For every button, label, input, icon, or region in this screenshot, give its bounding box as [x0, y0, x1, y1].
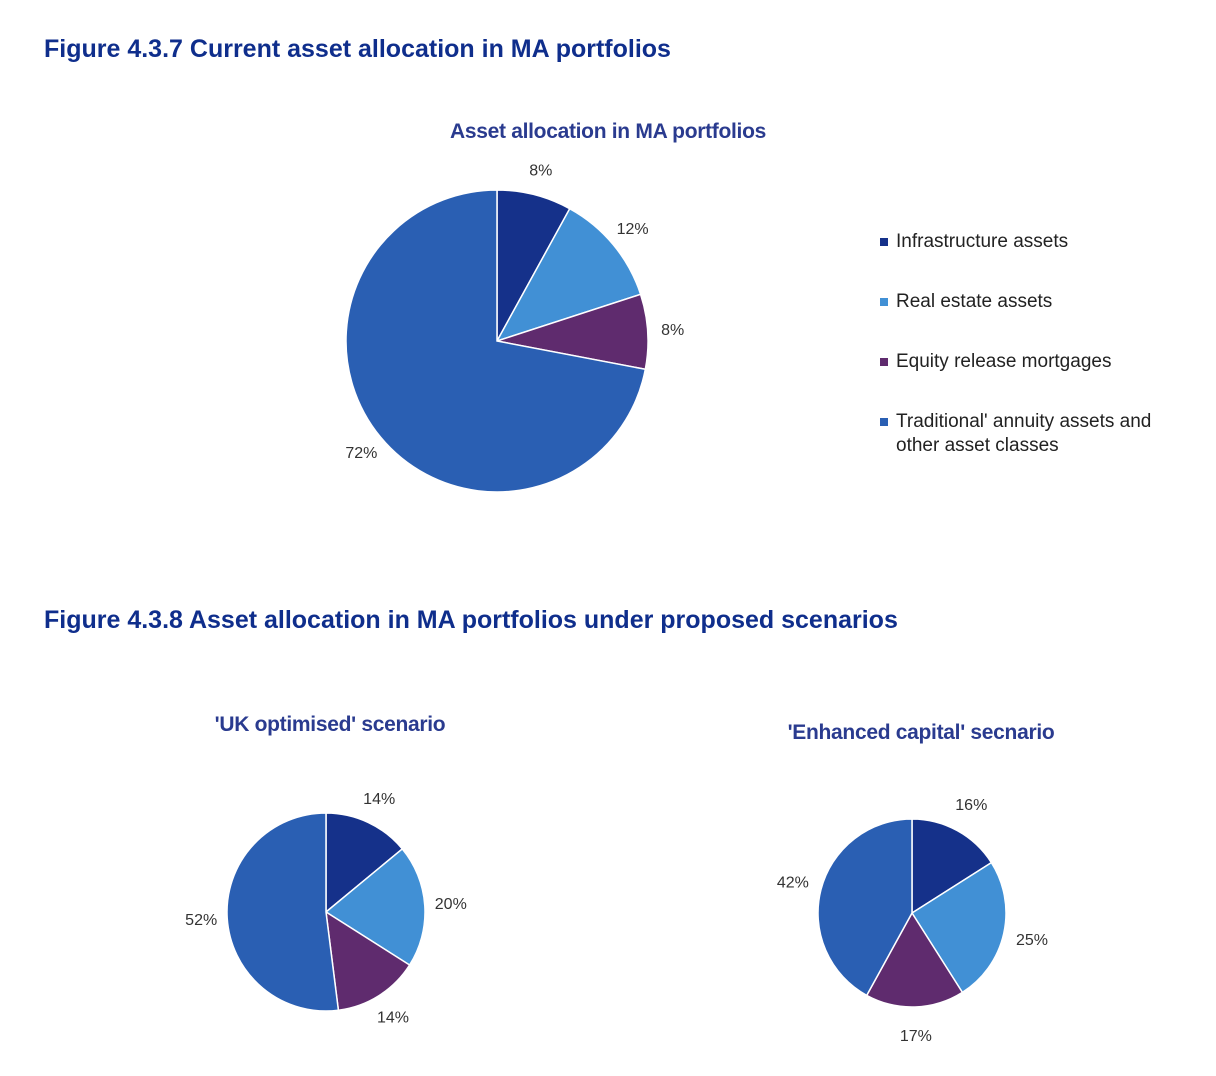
- legend-item-traditional: Traditional' annuity assets and other as…: [880, 410, 1200, 458]
- pie1-label-traditional: 72%: [345, 445, 377, 462]
- legend-item-infrastructure: Infrastructure assets: [880, 230, 1200, 254]
- legend-item-equity-release: Equity release mortgages: [880, 350, 1200, 374]
- legend-label-traditional: Traditional' annuity assets and other as…: [896, 411, 1152, 456]
- legend-swatch-infrastructure: [880, 238, 888, 246]
- pie2-label-traditional: 52%: [185, 912, 217, 929]
- pie2-slice-real-estate: [324, 847, 426, 967]
- figure-4-3-8-title: Figure 4.3.8 Asset allocation in MA port…: [44, 606, 898, 634]
- pie3-slice-equity-release: [865, 911, 964, 1008]
- pie3-slice-infrastructure: [911, 818, 993, 915]
- figure-4-3-7-title: Figure 4.3.7 Current asset allocation in…: [44, 35, 671, 63]
- pie-chart-3: 16% 25% 17% 42%: [777, 797, 1048, 1045]
- pie2-slice-infrastructure: [325, 812, 404, 914]
- pie1-label-infrastructure: 8%: [529, 163, 552, 180]
- legend: Infrastructure assets Real estate assets…: [880, 230, 1200, 494]
- legend-label-infrastructure: Infrastructure assets: [896, 231, 1069, 252]
- pie-chart-2-title: 'UK optimised' scenario: [214, 713, 446, 736]
- pie3-label-traditional: 42%: [777, 874, 809, 891]
- pie2-slice-traditional: [226, 812, 340, 1012]
- pie-chart-2: 14% 20% 14% 52%: [185, 791, 467, 1027]
- legend-swatch-equity-release: [880, 358, 888, 366]
- pie1-label-equity-release: 8%: [661, 322, 684, 339]
- pie2-label-real-estate: 20%: [435, 896, 467, 913]
- legend-item-real-estate: Real estate assets: [880, 290, 1200, 314]
- pie3-label-equity-release: 17%: [900, 1028, 932, 1045]
- pie3-label-infrastructure: 16%: [955, 797, 987, 814]
- pie-chart-3-title: 'Enhanced capital' secnario: [787, 721, 1055, 744]
- pie-chart-1-title: Asset allocation in MA portfolios: [449, 120, 767, 143]
- pie3-slice-real-estate: [910, 861, 1007, 994]
- pie2-slice-equity-release: [325, 910, 411, 1012]
- pie2-label-infrastructure: 14%: [363, 791, 395, 808]
- pie1-label-real-estate: 12%: [617, 221, 649, 238]
- pie-chart-1: 8% 12% 8% 72%: [345, 163, 684, 493]
- legend-label-equity-release: Equity release mortgages: [896, 351, 1112, 372]
- pie2-label-equity-release: 14%: [377, 1010, 409, 1027]
- pie3-label-real-estate: 25%: [1016, 932, 1048, 949]
- legend-swatch-real-estate: [880, 298, 888, 306]
- pie3-slice-traditional: [817, 818, 913, 997]
- pie1-slice-traditional: [345, 189, 647, 493]
- legend-swatch-traditional: [880, 418, 888, 426]
- pie1-slice-real-estate: [495, 207, 642, 343]
- legend-label-real-estate: Real estate assets: [896, 291, 1053, 312]
